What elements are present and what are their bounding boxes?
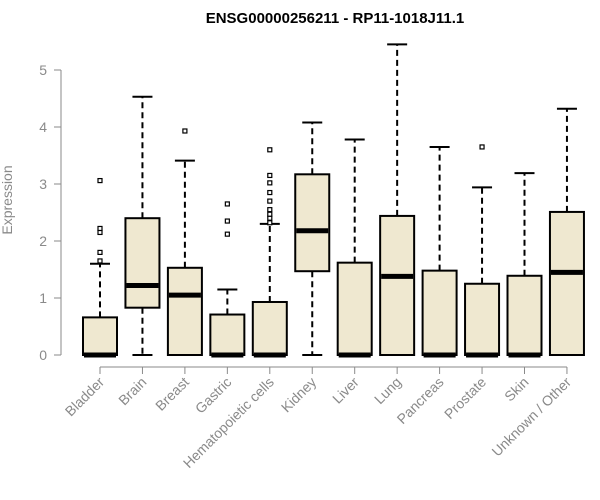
outlier-point — [267, 207, 273, 213]
outlier-point — [224, 218, 230, 224]
box-body — [421, 269, 458, 357]
x-tick-label: Pancreas — [394, 374, 447, 427]
box-body — [294, 173, 331, 273]
box-body — [336, 261, 373, 356]
outlier-point — [97, 258, 103, 264]
box-skin — [506, 172, 543, 358]
outlier-point — [479, 144, 485, 150]
box-body — [506, 274, 543, 356]
box-breast — [166, 128, 203, 357]
box-liver — [336, 138, 373, 358]
box-bladder — [82, 177, 118, 358]
x-tick-label: Brain — [115, 374, 149, 408]
box-body — [124, 217, 161, 309]
x-tick-label: Unknown / Other — [488, 374, 574, 460]
chart-title: ENSG00000256211 - RP11-1018J11.1 — [206, 10, 465, 27]
box-unknown-other — [548, 107, 585, 356]
box-body — [548, 210, 585, 356]
outlier-point — [224, 201, 230, 207]
y-tick-label: 4 — [39, 119, 47, 135]
box-body — [166, 266, 203, 357]
outlier-point — [267, 147, 273, 153]
box-kidney — [294, 121, 331, 356]
x-tick-label: Lung — [371, 374, 404, 407]
y-axis: 0 1 2 3 4 5 — [39, 62, 62, 363]
y-tick-label: 3 — [39, 176, 47, 192]
outlier-point — [224, 231, 230, 237]
y-tick-label: 2 — [39, 233, 47, 249]
x-tick-label: Bladder — [62, 374, 108, 420]
outlier-point — [267, 172, 273, 179]
plot-area — [82, 43, 585, 358]
box-body — [82, 316, 118, 357]
box-gastric — [209, 201, 246, 358]
outlier-point — [267, 211, 273, 217]
outlier-point — [97, 225, 103, 232]
box-hematopoietic-cells — [251, 147, 288, 358]
x-tick-label: Liver — [329, 374, 362, 407]
box-body — [379, 214, 416, 356]
box-body — [464, 282, 501, 356]
box-pancreas — [421, 145, 458, 358]
box-body — [251, 300, 288, 356]
outlier-point — [97, 249, 103, 255]
box-body — [209, 313, 246, 356]
outlier-point — [97, 177, 103, 184]
outlier-point — [182, 128, 188, 134]
y-tick-label: 5 — [39, 62, 47, 78]
x-tick-label: Kidney — [278, 374, 320, 416]
outlier-point — [267, 198, 273, 204]
x-tick-label: Skin — [501, 374, 532, 405]
outlier-point — [267, 189, 273, 196]
outlier-point — [267, 180, 273, 186]
y-tick-label: 1 — [39, 290, 47, 306]
y-tick-label: 0 — [39, 347, 47, 363]
box-brain — [124, 95, 161, 356]
y-axis-label: Expression — [0, 165, 15, 234]
box-prostate — [464, 144, 501, 358]
outlier-point — [267, 220, 273, 226]
x-tick-label: Breast — [152, 374, 192, 414]
box-lung — [379, 43, 416, 356]
x-tick-label: Prostate — [441, 374, 489, 422]
